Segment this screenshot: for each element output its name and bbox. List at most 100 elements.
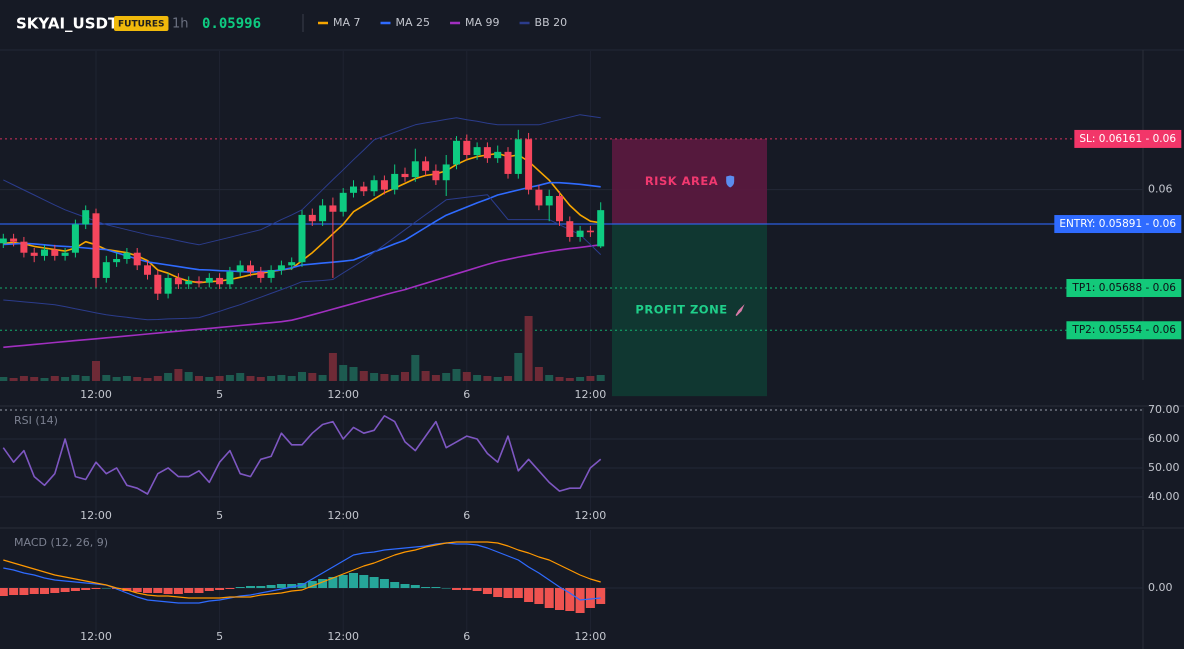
- volume-bar: [473, 375, 482, 381]
- volume-bar: [164, 373, 173, 381]
- macd-histogram-bar: [153, 588, 163, 593]
- volume-bar: [0, 377, 8, 381]
- volume-bar: [576, 377, 585, 381]
- candle-body: [545, 195, 553, 206]
- candle-body: [41, 249, 48, 256]
- volume-bar: [380, 374, 389, 381]
- macd-histogram-bar: [184, 588, 194, 593]
- candle-body: [154, 274, 162, 294]
- volume-bar: [143, 378, 152, 381]
- time-label: 12:00: [575, 509, 607, 522]
- time-label: 12:00: [327, 509, 359, 522]
- volume-bar: [504, 376, 512, 381]
- volume-bar: [236, 373, 245, 381]
- candle-body: [185, 281, 193, 285]
- time-label: 6: [463, 630, 470, 643]
- macd-histogram-bar: [132, 588, 142, 592]
- volume-bar: [225, 375, 234, 381]
- y-tick-label: 60.00: [1148, 432, 1180, 445]
- candle-body: [0, 238, 7, 244]
- candle-body: [216, 277, 224, 285]
- time-label: 12:00: [575, 630, 607, 643]
- macd-histogram-bar: [503, 588, 513, 598]
- candle-body: [525, 139, 533, 190]
- shield-icon: [726, 175, 735, 188]
- moving-average: [3, 244, 601, 349]
- volume-bar: [71, 375, 80, 381]
- candle-body: [195, 281, 203, 283]
- macd-histogram-bar: [585, 588, 595, 608]
- badge: FUTURES: [118, 20, 164, 30]
- level-tag: [1054, 215, 1182, 234]
- candle-body: [113, 259, 121, 263]
- candle-body: [504, 151, 512, 174]
- macd-histogram-bar: [50, 588, 60, 593]
- candle-body: [236, 265, 244, 272]
- macd-histogram-bar: [194, 588, 204, 593]
- volume-bar: [256, 377, 265, 381]
- macd-histogram-bar: [91, 588, 101, 589]
- candle-body: [71, 224, 79, 253]
- macd-histogram-bar: [441, 588, 451, 589]
- volume-bar: [267, 376, 276, 381]
- volume-bar: [328, 353, 337, 381]
- macd-histogram-bar: [225, 588, 235, 589]
- volume-bar: [133, 377, 142, 381]
- volume-bar: [349, 367, 358, 381]
- macd-histogram-bar: [431, 587, 441, 588]
- rsi-line: [2, 415, 602, 495]
- macd-histogram-bar: [452, 588, 461, 590]
- symbol: SKYAI_USDT: [16, 15, 119, 33]
- candle-body: [308, 214, 316, 222]
- pane-title: MACD (12, 26, 9): [14, 536, 108, 549]
- macd-histogram-bar: [349, 573, 358, 588]
- time-label: 5: [216, 630, 223, 643]
- volume-bar: [277, 375, 286, 381]
- legend-label: MA 7: [333, 16, 361, 29]
- volume-bar: [287, 376, 296, 381]
- candle-body: [586, 230, 594, 233]
- macd-histogram-bar: [235, 587, 245, 588]
- volume-bar: [246, 376, 255, 381]
- macd-histogram-bar: [493, 588, 503, 597]
- time-label: 12:00: [575, 388, 607, 401]
- volume-bar: [112, 377, 121, 381]
- macd-histogram-bar: [565, 588, 575, 611]
- candle-body: [401, 173, 409, 178]
- macd-histogram-bar: [0, 588, 8, 596]
- macd-histogram-bar: [266, 585, 276, 588]
- macd-histogram-bar: [410, 585, 420, 588]
- volume-bar: [524, 316, 533, 381]
- rocket-icon: [735, 304, 745, 317]
- volume-bar: [596, 375, 605, 381]
- volume-bar: [40, 378, 49, 381]
- macd-histogram-bar: [544, 588, 554, 608]
- macd-histogram-bar: [9, 588, 19, 595]
- macd-histogram-bar: [482, 588, 492, 594]
- candle-body: [483, 147, 491, 159]
- candle-body: [360, 186, 368, 192]
- macd-histogram-bar: [101, 588, 111, 589]
- volume-bar: [452, 369, 461, 381]
- volume-bar: [92, 361, 100, 381]
- y-tick-label: 0.06: [1148, 183, 1173, 196]
- candle-body: [350, 186, 357, 193]
- macd-histogram-bar: [462, 588, 472, 590]
- candle-body: [442, 164, 450, 181]
- volume-bar: [195, 376, 203, 381]
- macd-histogram-bar: [173, 588, 183, 594]
- volume-bar: [308, 373, 317, 381]
- time-label: 6: [463, 509, 470, 522]
- time-label: 12:00: [327, 630, 359, 643]
- candle-body: [391, 173, 399, 190]
- macd-histogram-bar: [29, 588, 39, 594]
- level-tag: [1074, 129, 1182, 148]
- candle-body: [267, 270, 275, 278]
- candle-body: [380, 180, 388, 190]
- volume-bar: [298, 372, 306, 381]
- macd-histogram-bar: [513, 588, 523, 598]
- volume-bar: [401, 372, 409, 381]
- level-tag: [1066, 321, 1182, 340]
- zone: [612, 138, 767, 225]
